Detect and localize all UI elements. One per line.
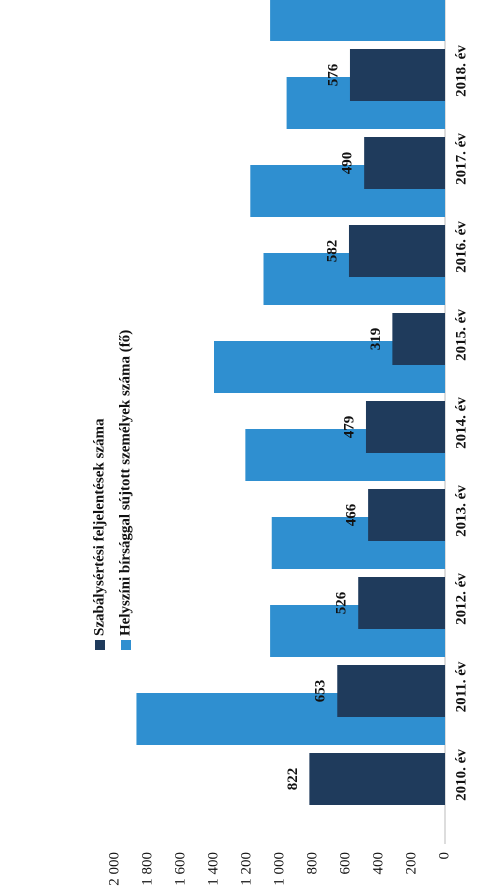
bar xyxy=(368,489,445,541)
y-tick-label: 400 xyxy=(370,852,386,875)
y-tick-label: 1 000 xyxy=(271,852,287,886)
y-tick-label: 1 600 xyxy=(172,852,188,886)
bar xyxy=(358,577,445,629)
bar xyxy=(365,401,445,453)
value-label: 653 xyxy=(313,680,329,703)
value-label: 466 xyxy=(344,503,360,526)
bar xyxy=(309,753,445,805)
legend-label: Szabálysértési feljelentések száma xyxy=(91,418,107,636)
bar xyxy=(392,313,445,365)
x-tick-label: 2010. év xyxy=(453,749,469,801)
y-tick-label: 1 800 xyxy=(139,852,155,886)
value-label: 319 xyxy=(368,328,384,351)
x-tick-label: 2018. év xyxy=(453,45,469,97)
x-tick-label: 2012. év xyxy=(453,573,469,625)
legend-label: Helyszíni bírsággal sújtott személyek sz… xyxy=(117,330,133,636)
bar xyxy=(214,341,445,393)
y-tick-label: 0 xyxy=(436,852,452,860)
bar xyxy=(364,137,445,189)
bar xyxy=(337,665,446,717)
x-tick-label: 2016. év xyxy=(453,221,469,273)
bar xyxy=(348,225,445,277)
y-tick-label: 2 000 xyxy=(106,852,122,886)
rotated-chart: 0 200 400 600 800 1 000 1 200 1 400 1 600 1 800 2 … xyxy=(91,0,469,886)
y-tick-label: 1 200 xyxy=(238,852,254,886)
x-tick-label: 2017. év xyxy=(453,133,469,185)
x-tick-label: 2014. év xyxy=(453,397,469,449)
y-tick-label: 800 xyxy=(304,852,320,875)
y-tick-label: 600 xyxy=(337,852,353,875)
value-label: 822 xyxy=(285,768,301,791)
legend-swatch xyxy=(121,640,131,650)
value-label: 490 xyxy=(340,152,356,175)
value-label: 526 xyxy=(334,591,350,614)
x-tick-label: 2011. év xyxy=(453,661,469,712)
value-label: 582 xyxy=(324,240,340,263)
x-tick-label: 2015. év xyxy=(453,309,469,361)
legend-swatch xyxy=(95,640,105,650)
y-tick-label: 200 xyxy=(403,852,419,875)
y-tick-label: 1 400 xyxy=(205,852,221,886)
x-tick-label: 2013. év xyxy=(453,485,469,537)
bar xyxy=(349,49,445,101)
bar xyxy=(270,0,445,41)
value-label: 576 xyxy=(325,63,341,86)
value-label: 479 xyxy=(341,416,357,439)
